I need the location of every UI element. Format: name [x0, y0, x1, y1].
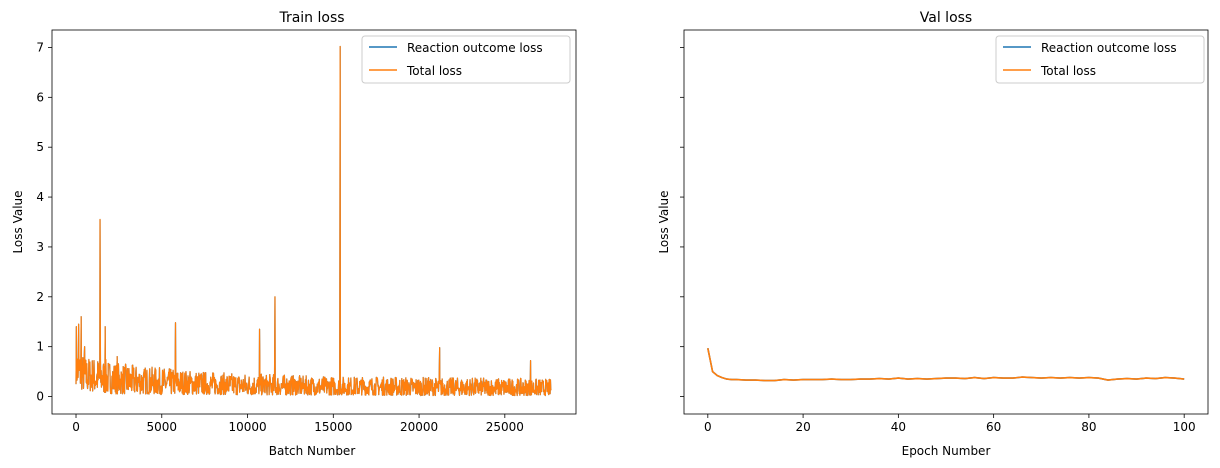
x-tick-label: 20 — [795, 420, 810, 434]
x-tick-label: 60 — [986, 420, 1001, 434]
x-tick-label: 15000 — [314, 420, 352, 434]
y-tick-label: 7 — [36, 40, 44, 54]
y-tick-label: 3 — [36, 240, 44, 254]
x-tick-label: 20000 — [400, 420, 438, 434]
train-loss-plot-area — [75, 45, 552, 397]
train-loss-axes-frame — [51, 29, 577, 415]
train-loss-x-axis-ticks: 0 5000 10000 15000 20000 25000 — [72, 414, 524, 434]
y-tick-label: 0 — [36, 390, 44, 404]
train-loss-y-axis-ticks: 0 1 2 3 4 5 6 7 — [36, 40, 52, 404]
train-loss-legend-reaction-label: Reaction outcome loss — [407, 41, 543, 55]
val-loss-x-axis-label: Epoch Number — [902, 444, 991, 458]
train-loss-panel: Train loss 0 5000 10000 15000 20000 25000 0 1 2… — [11, 10, 577, 458]
y-tick-label: 4 — [36, 190, 44, 204]
train-loss-title: Train loss — [278, 10, 344, 26]
y-tick-label: 2 — [36, 290, 44, 304]
val-loss-legend-total-label: Total loss — [1040, 64, 1096, 78]
val-loss-title: Val loss — [920, 10, 972, 26]
train-loss-x-axis-label: Batch Number — [269, 444, 356, 458]
x-tick-label: 0 — [704, 420, 712, 434]
train-loss-legend-total-label: Total loss — [406, 64, 462, 78]
val-loss-panel: Val loss 0 20 40 60 80 100 Epoch Number Loss … — [657, 10, 1209, 458]
y-tick-label: 1 — [36, 340, 44, 354]
x-tick-label: 10000 — [228, 420, 266, 434]
val-reaction-outcome-loss-line — [707, 348, 1185, 382]
train-loss-y-axis-label: Loss Value — [11, 190, 25, 253]
x-tick-label: 5000 — [147, 420, 178, 434]
val-loss-legend: Reaction outcome loss Total loss — [995, 35, 1205, 84]
train-total-loss-line — [75, 45, 552, 397]
val-loss-y-axis-label: Loss Value — [657, 190, 671, 253]
x-tick-label: 0 — [72, 420, 80, 434]
val-loss-legend-reaction-label: Reaction outcome loss — [1041, 41, 1177, 55]
val-total-loss-line — [707, 348, 1185, 382]
val-loss-axes-frame — [683, 29, 1209, 415]
val-loss-y-axis-ticks — [680, 47, 684, 397]
train-loss-legend: Reaction outcome loss Total loss — [361, 35, 571, 84]
train-reaction-outcome-loss-line — [75, 45, 552, 397]
train-loss-legend-box — [361, 35, 571, 84]
y-tick-label: 6 — [36, 90, 44, 104]
val-loss-plot-area — [707, 348, 1185, 382]
y-tick-label: 5 — [36, 140, 44, 154]
x-tick-label: 40 — [891, 420, 906, 434]
val-loss-legend-box — [995, 35, 1205, 84]
x-tick-label: 80 — [1081, 420, 1096, 434]
x-tick-label: 25000 — [486, 420, 524, 434]
val-loss-x-axis-ticks: 0 20 40 60 80 100 — [704, 414, 1196, 434]
x-tick-label: 100 — [1173, 420, 1196, 434]
